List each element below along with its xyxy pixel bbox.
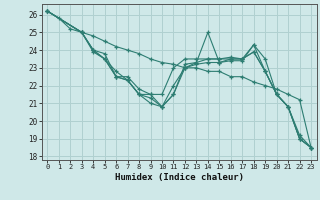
X-axis label: Humidex (Indice chaleur): Humidex (Indice chaleur) bbox=[115, 173, 244, 182]
